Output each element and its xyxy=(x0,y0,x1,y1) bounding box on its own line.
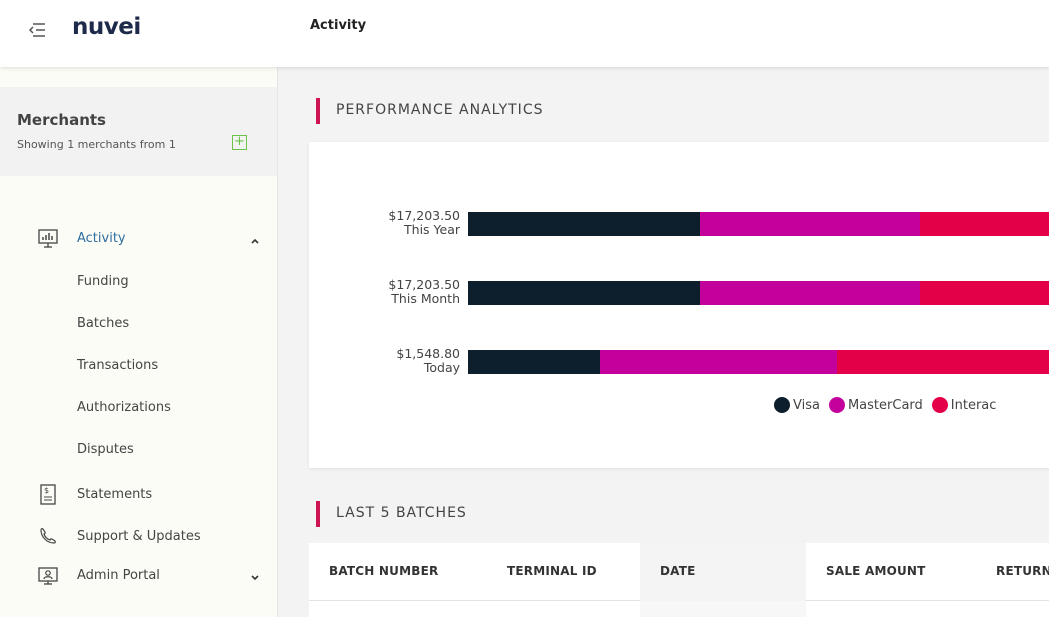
sidebar-item-label: Statements xyxy=(77,487,153,502)
bar-label: $17,203.50 This Month xyxy=(388,278,460,306)
stacked-bar[interactable] xyxy=(468,350,1049,374)
bar-period-label: This Month xyxy=(391,291,460,306)
bar-label: $17,203.50 This Year xyxy=(388,209,460,237)
bar-segment-mastercard[interactable] xyxy=(700,212,920,236)
legend-label: MasterCard xyxy=(847,397,923,413)
sidebar-subitem-transactions[interactable]: Transactions xyxy=(77,358,159,373)
legend-dot-icon xyxy=(931,397,948,413)
bar-segment-mastercard[interactable] xyxy=(700,281,920,305)
merchant-panel: Merchants Showing 1 merchants from 1 + xyxy=(0,87,277,176)
bar-segment-interac[interactable] xyxy=(920,212,1049,236)
column-batch-number[interactable]: BATCH NUMBER xyxy=(329,564,439,578)
nuvei-logo[interactable]: nuvei xyxy=(72,14,141,40)
phone-icon xyxy=(37,526,59,548)
chevron-up-icon[interactable] xyxy=(249,232,261,244)
chevron-down-icon[interactable] xyxy=(249,569,261,581)
sidebar-subitem-disputes[interactable]: Disputes xyxy=(77,442,134,457)
bar-period-label: Today xyxy=(423,360,460,375)
bar-amount-label: $1,548.80 xyxy=(396,346,460,361)
sidebar-item-activity[interactable]: Activity xyxy=(0,224,277,256)
sidebar-subitem-authorizations[interactable]: Authorizations xyxy=(77,400,171,415)
legend-item-interac[interactable]: Interac xyxy=(931,397,997,413)
bar-label: $1,548.80 Today xyxy=(396,347,460,375)
sidebar-item-label: Support & Updates xyxy=(77,529,201,544)
section-accent-bar xyxy=(316,98,320,124)
sidebar-item-label: Activity xyxy=(77,231,126,246)
table-row xyxy=(309,601,1049,617)
bar-period-label: This Year xyxy=(404,222,460,237)
bar-segment-visa[interactable] xyxy=(468,350,600,374)
performance-chart-card xyxy=(309,142,1049,468)
column-terminal-id[interactable]: TERMINAL ID xyxy=(507,564,597,578)
date-cell xyxy=(640,601,806,617)
sidebar-item-admin-portal[interactable]: Admin Portal xyxy=(0,561,277,593)
bar-segment-visa[interactable] xyxy=(468,212,700,236)
sidebar-item-statements[interactable]: $ Statements xyxy=(0,480,277,512)
merchants-title: Merchants xyxy=(17,111,106,129)
batches-table-header: BATCH NUMBER TERMINAL ID DATE SALE AMOUN… xyxy=(309,543,1049,601)
merchants-count: Showing 1 merchants from 1 xyxy=(17,138,176,151)
svg-text:$: $ xyxy=(44,486,49,495)
column-date[interactable]: DATE xyxy=(660,564,696,578)
statement-icon: $ xyxy=(37,484,59,506)
chart-monitor-icon xyxy=(37,228,59,250)
bar-amount-label: $17,203.50 xyxy=(388,208,460,223)
last-batches-title: LAST 5 BATCHES xyxy=(336,505,467,521)
legend-dot-icon xyxy=(828,397,845,413)
bar-segment-visa[interactable] xyxy=(468,281,700,305)
bar-amount-label: $17,203.50 xyxy=(388,277,460,292)
stacked-bar[interactable] xyxy=(468,212,1049,236)
sidebar-item-label: Admin Portal xyxy=(77,568,160,583)
legend-item-mastercard[interactable]: MasterCard xyxy=(828,397,923,413)
legend-item-visa[interactable]: Visa xyxy=(774,397,820,413)
column-return[interactable]: RETURN xyxy=(996,564,1049,578)
admin-monitor-icon xyxy=(37,565,59,587)
page-title: Activity xyxy=(310,18,367,33)
chart-legend: Visa MasterCard Interac xyxy=(774,397,996,413)
stacked-bar[interactable] xyxy=(468,281,1049,305)
column-sale-amount[interactable]: SALE AMOUNT xyxy=(826,564,926,578)
bar-segment-interac[interactable] xyxy=(837,350,1049,374)
sidebar-item-support[interactable]: Support & Updates xyxy=(0,522,277,554)
sidebar-subitem-funding[interactable]: Funding xyxy=(77,274,129,289)
sidebar-subitem-batches[interactable]: Batches xyxy=(77,316,130,331)
section-accent-bar xyxy=(316,501,320,527)
add-merchant-button[interactable]: + xyxy=(232,135,247,150)
sidebar: Merchants Showing 1 merchants from 1 + A… xyxy=(0,67,278,617)
bar-segment-interac[interactable] xyxy=(920,281,1049,305)
legend-label: Interac xyxy=(950,397,997,413)
legend-dot-icon xyxy=(774,397,790,413)
menu-collapse-icon[interactable] xyxy=(27,21,47,39)
date-column-highlight xyxy=(640,543,806,601)
legend-label: Visa xyxy=(793,397,820,413)
bar-segment-mastercard[interactable] xyxy=(600,350,837,374)
performance-analytics-title: PERFORMANCE ANALYTICS xyxy=(336,102,544,118)
top-header: nuvei Activity xyxy=(0,0,1049,67)
